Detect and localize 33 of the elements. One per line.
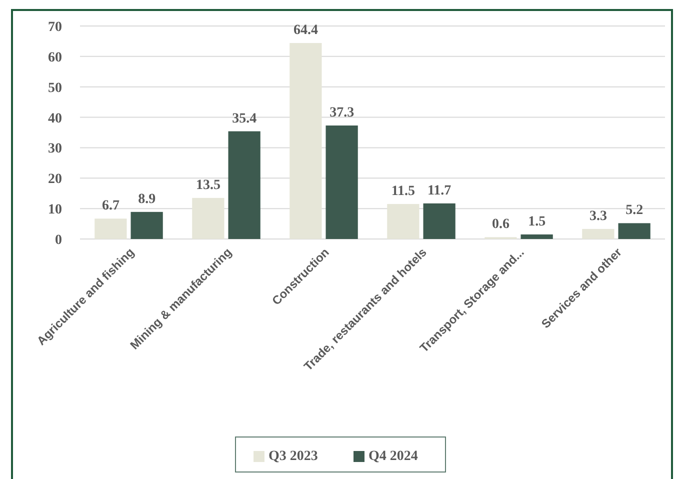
bar [618, 223, 650, 239]
bar [130, 212, 163, 239]
bar [520, 234, 553, 239]
data-label: 35.4 [232, 111, 257, 126]
data-label: 11.7 [427, 183, 452, 198]
data-label: 0.6 [492, 217, 510, 232]
bar [326, 126, 358, 239]
y-tick-label: 40 [48, 111, 62, 126]
bar [94, 218, 127, 239]
y-tick-label: 30 [48, 142, 62, 157]
data-label: 64.4 [293, 23, 318, 38]
y-tick-label: 50 [48, 80, 62, 96]
data-label: 11.5 [391, 184, 416, 200]
bar [423, 203, 456, 239]
data-label: 37.3 [330, 106, 354, 120]
bar [192, 198, 224, 239]
y-tick-label: 70 [48, 20, 62, 35]
bar [387, 204, 420, 239]
bar [582, 228, 614, 239]
data-label: 6.7 [102, 198, 120, 214]
y-tick-label: 20 [48, 172, 62, 188]
y-tick-label: 0 [55, 233, 62, 248]
y-tick-label: 10 [48, 202, 62, 218]
legend-label: Q3 2023 [268, 449, 318, 464]
data-label: 3.3 [589, 208, 607, 224]
data-label: 5.2 [626, 203, 644, 218]
data-label: 8.9 [138, 192, 156, 207]
data-label: 13.5 [196, 178, 220, 193]
bar [290, 43, 322, 239]
data-label: 1.5 [528, 214, 546, 230]
legend-label: Q4 2024 [368, 449, 418, 464]
y-tick-label: 60 [48, 50, 62, 66]
bar [228, 131, 260, 239]
